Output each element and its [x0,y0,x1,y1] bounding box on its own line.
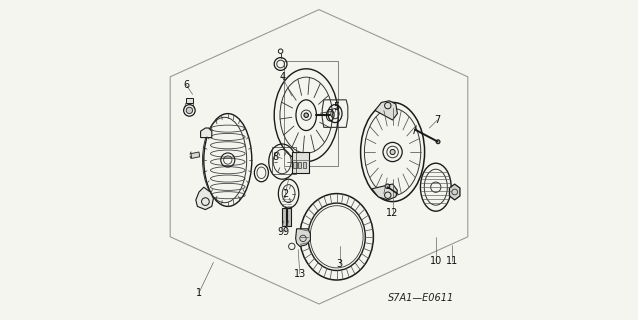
Polygon shape [196,187,213,210]
Text: 4: 4 [279,72,285,82]
Bar [186,98,193,103]
Text: 10: 10 [429,256,442,266]
Ellipse shape [186,107,193,114]
Bar [298,162,301,168]
Text: 13: 13 [293,268,306,279]
Text: 3: 3 [337,259,343,269]
Text: 12: 12 [387,208,399,218]
Bar [284,61,338,166]
Text: 1: 1 [196,288,202,298]
Bar [272,147,296,174]
Ellipse shape [390,149,395,155]
Bar [293,162,297,168]
Text: 9: 9 [278,227,284,237]
Bar [303,162,306,168]
Bar [292,152,309,173]
Ellipse shape [304,113,308,117]
Polygon shape [191,152,200,158]
Polygon shape [200,128,212,138]
Text: 11: 11 [446,256,458,266]
Polygon shape [372,184,397,200]
Text: 8: 8 [272,152,279,162]
Ellipse shape [385,184,390,188]
Text: S7A1—E0611: S7A1—E0611 [389,292,454,303]
Text: 9: 9 [283,227,288,237]
Polygon shape [295,229,310,246]
Text: 2: 2 [282,188,288,199]
Bar [287,208,291,226]
Bar [282,208,286,226]
Text: 6: 6 [183,80,189,90]
Text: 7: 7 [434,115,440,125]
Text: 5: 5 [334,102,339,112]
Polygon shape [375,101,397,120]
Polygon shape [449,184,460,200]
Ellipse shape [436,140,440,144]
